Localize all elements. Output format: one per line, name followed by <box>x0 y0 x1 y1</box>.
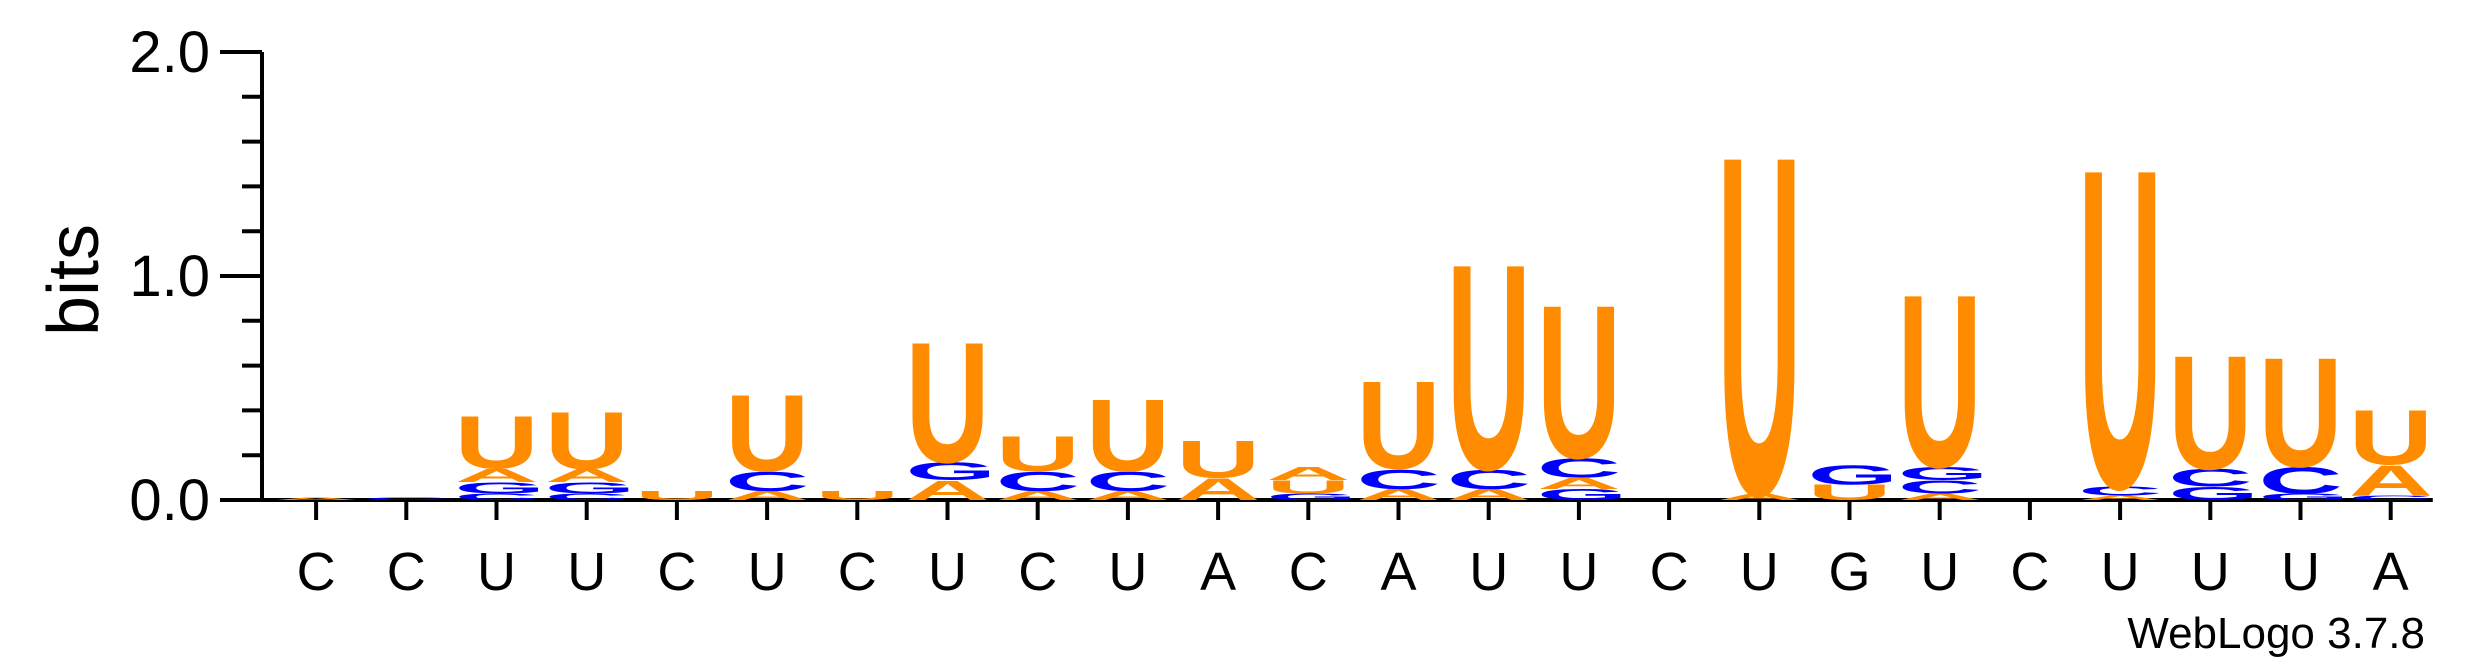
logo-letter-g: G <box>1537 486 1628 503</box>
x-position-label: C <box>657 542 696 602</box>
weblogo-credit: WebLogo 3.7.8 <box>2127 609 2425 658</box>
logo-letter-g: G <box>1898 463 1989 484</box>
x-position-label: U <box>567 542 606 602</box>
x-position-label: U <box>748 542 787 602</box>
logo-letter-a: A <box>545 465 629 486</box>
logo-letter-u: U <box>2259 326 2343 501</box>
logo-letter-a: A <box>2078 494 2162 501</box>
logo-letter-u: U <box>635 489 719 503</box>
logo-letter-c: C <box>1086 465 1170 497</box>
logo-letter-u: U <box>906 307 990 499</box>
x-position-label: U <box>2281 542 2320 602</box>
x-position-label: U <box>1469 542 1508 602</box>
logo-letter-a: A <box>1447 486 1531 503</box>
logo-letter-c: C <box>455 491 539 502</box>
logo-letter-a: A <box>1357 486 1441 503</box>
y-tick-label: 0.0 <box>129 468 210 533</box>
logo-letter-c: C <box>2168 464 2252 492</box>
logo-letter-a: A <box>725 489 809 503</box>
x-position-label: U <box>477 542 516 602</box>
x-position-label: U <box>1559 542 1598 602</box>
logo-letter-c: C <box>1357 463 1441 495</box>
logo-letter-a: A <box>1717 491 1801 502</box>
logo-letter-u: U <box>725 372 809 494</box>
logo-letter-a: A <box>1537 475 1621 492</box>
x-position-label: U <box>928 542 967 602</box>
logo-letter-g: G <box>1266 491 1357 502</box>
logo-letter-g: G <box>906 457 997 485</box>
logo-letter-g: G <box>545 479 636 496</box>
logo-letter-u: U <box>1447 203 1531 532</box>
chart-axes: 0.0 1.0 2.0 <box>129 20 2433 533</box>
logo-letter-u: U <box>455 401 539 485</box>
logo-letter-a: A <box>2349 456 2433 505</box>
logo-letter-a: A <box>996 489 1080 503</box>
y-axis-label: bits <box>34 224 114 336</box>
x-position-label: U <box>1108 542 1147 602</box>
logo-letter-g: G <box>1808 459 1899 491</box>
logo-letter-c: C <box>996 465 1080 497</box>
y-tick-label: 1.0 <box>129 244 210 309</box>
logo-letter-a: A <box>455 465 539 486</box>
logo-letter-u: U <box>1357 355 1441 496</box>
logo-letter-g: G <box>455 479 546 496</box>
logo-letter-c: C <box>1898 476 1982 497</box>
logo-letter-c: C <box>1537 452 1621 484</box>
logo-letter-c: C <box>2349 494 2433 501</box>
logo-letter-c: C <box>725 465 809 497</box>
x-position-label: A <box>1380 542 1416 602</box>
x-position-label: C <box>2010 542 2049 602</box>
logo-letter-u: U <box>1086 378 1170 493</box>
logo-letter-a: A <box>1266 463 1350 484</box>
x-position-label: U <box>1920 542 1959 602</box>
logo-letter-u: U <box>545 396 629 487</box>
logo-letter-u: U <box>2168 322 2252 504</box>
x-position-label: C <box>838 542 877 602</box>
logo-letter-c: C <box>364 497 448 500</box>
logo-letter-u: U <box>1266 476 1350 497</box>
logo-letter-a: A <box>1086 489 1170 503</box>
x-position-label: C <box>297 542 336 602</box>
logo-letter-u: U <box>2349 394 2433 481</box>
logo-letter-g: G <box>2259 491 2350 502</box>
x-position-label: U <box>1740 542 1779 602</box>
logo-letter-a: A <box>274 497 358 500</box>
logo-letter-c: C <box>2078 484 2162 498</box>
x-position-label: C <box>1289 542 1328 602</box>
x-position-label: C <box>1650 542 1689 602</box>
logo-letter-u: U <box>996 426 1080 482</box>
logo-letter-u: U <box>1537 260 1621 505</box>
logo-letter-u: U <box>815 489 899 503</box>
x-position-label: C <box>1018 542 1057 602</box>
x-position-label: A <box>1200 542 1236 602</box>
x-position-label: U <box>2101 542 2140 602</box>
logo-letter-c: C <box>2259 460 2343 502</box>
x-position-label: A <box>2373 542 2409 602</box>
logo-letter-u: U <box>2078 73 2162 584</box>
logo-letter-u: U <box>1176 430 1260 489</box>
logo-letter-u: U <box>1898 243 1982 519</box>
y-tick-label: 2.0 <box>129 20 210 85</box>
x-position-label: U <box>2191 542 2230 602</box>
logo-letter-c: C <box>545 491 629 502</box>
x-position-label: C <box>387 542 426 602</box>
x-position-label: G <box>1828 542 1870 602</box>
logo-letter-c: C <box>1447 463 1531 495</box>
logo-letter-a: A <box>1898 491 1982 502</box>
logo-letter-g: G <box>2168 483 2259 504</box>
